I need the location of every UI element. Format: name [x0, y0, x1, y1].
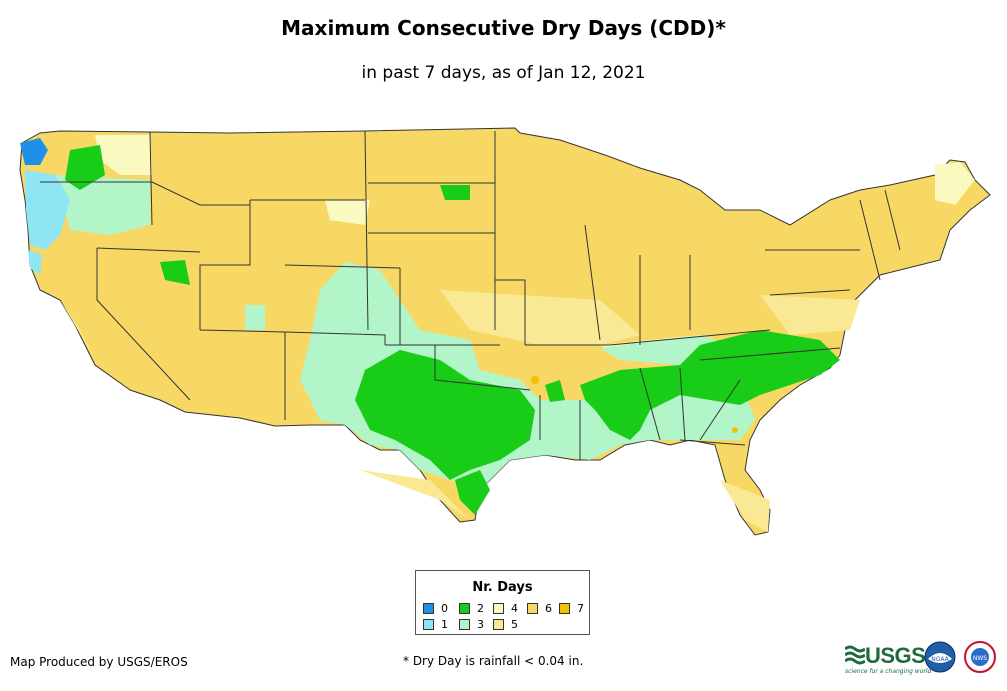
legend-label-4: 4 — [511, 602, 518, 615]
legend-swatch-7 — [559, 603, 570, 614]
legend-swatch-5 — [493, 619, 504, 630]
map-subtitle: in past 7 days, as of Jan 12, 2021 — [361, 63, 646, 83]
legend-swatch-4 — [493, 603, 504, 614]
us-cdd-map — [19, 127, 991, 536]
usgs-logo: USGS — [845, 643, 926, 669]
usgs-wave-icon — [845, 645, 865, 665]
noaa-logo-icon: NOAA — [924, 641, 956, 673]
map-credit: Map Produced by USGS/EROS — [10, 655, 188, 669]
zones-7-days — [531, 376, 738, 433]
legend-label-6: 6 — [545, 602, 552, 615]
usgs-logo-text: USGS — [865, 643, 926, 668]
legend-label-5: 5 — [511, 618, 518, 631]
legend-swatch-2 — [459, 603, 470, 614]
legend-label-7: 7 — [577, 602, 584, 615]
state-borders — [40, 130, 901, 460]
usgs-tagline: science for a changing world — [845, 668, 932, 675]
zones-2-days — [65, 145, 840, 515]
legend-label-2: 2 — [477, 602, 484, 615]
dry-day-footnote: * Dry Day is rainfall < 0.04 in. — [403, 654, 584, 668]
zones-1-days — [25, 170, 70, 275]
legend: Nr. Days 0 1 2 3 4 5 6 7 — [415, 570, 590, 635]
legend-swatch-3 — [459, 619, 470, 630]
legend-swatch-6 — [527, 603, 538, 614]
nws-logo-text: NWS — [973, 655, 987, 662]
legend-label-0: 0 — [441, 602, 448, 615]
zones-5-days — [60, 290, 860, 532]
legend-label-3: 3 — [477, 618, 484, 631]
legend-title: Nr. Days — [472, 580, 533, 595]
legend-swatch-0 — [423, 603, 434, 614]
map-title: Maximum Consecutive Dry Days (CDD)* — [281, 16, 726, 40]
zones-0-days — [20, 138, 48, 165]
legend-label-1: 1 — [441, 618, 448, 631]
legend-swatch-1 — [423, 619, 434, 630]
nws-logo-icon: NWS — [964, 641, 996, 673]
noaa-logo-text: NOAA — [931, 656, 949, 663]
